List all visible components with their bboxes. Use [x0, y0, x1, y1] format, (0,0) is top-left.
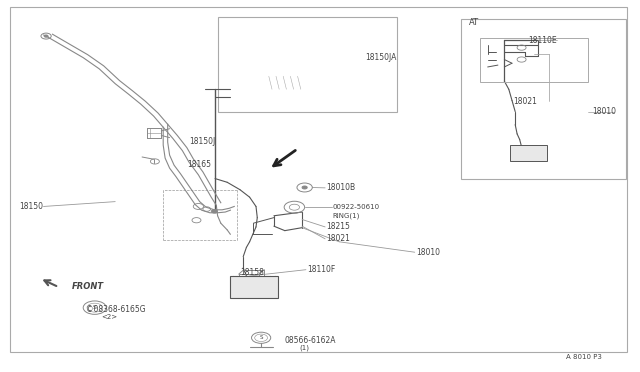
- Text: 18021: 18021: [513, 97, 537, 106]
- Text: 18165: 18165: [187, 160, 211, 169]
- Circle shape: [211, 209, 218, 213]
- Text: 18010B: 18010B: [326, 183, 356, 192]
- Bar: [510, 145, 547, 161]
- Text: (1): (1): [300, 344, 310, 351]
- Text: 18021: 18021: [326, 234, 350, 243]
- Text: AT: AT: [468, 18, 479, 27]
- Bar: [218, 17, 397, 112]
- Text: 18215: 18215: [326, 222, 350, 231]
- Text: FRONT: FRONT: [72, 282, 104, 291]
- Text: S: S: [93, 305, 97, 310]
- Text: 18150J: 18150J: [189, 137, 215, 146]
- Text: ©08368-6165G: ©08368-6165G: [86, 305, 146, 314]
- Bar: [480, 38, 588, 82]
- Text: 18150JA: 18150JA: [365, 53, 396, 62]
- Circle shape: [44, 35, 48, 37]
- Text: <2>: <2>: [101, 314, 117, 320]
- Bar: [230, 276, 278, 298]
- Text: A 8010 P3: A 8010 P3: [566, 354, 602, 360]
- Text: RING(1): RING(1): [333, 212, 360, 219]
- Text: 18110F: 18110F: [307, 265, 335, 274]
- Text: 00922-50610: 00922-50610: [333, 204, 380, 210]
- Text: S: S: [259, 335, 263, 340]
- Text: 18150: 18150: [19, 202, 44, 211]
- Text: 18110E: 18110E: [528, 36, 557, 45]
- Text: 18010: 18010: [416, 248, 440, 257]
- Text: 18158: 18158: [240, 268, 264, 277]
- Text: 18010: 18010: [592, 107, 616, 116]
- Bar: [461, 19, 626, 179]
- Text: 08566-6162A: 08566-6162A: [285, 336, 336, 345]
- Circle shape: [302, 186, 307, 189]
